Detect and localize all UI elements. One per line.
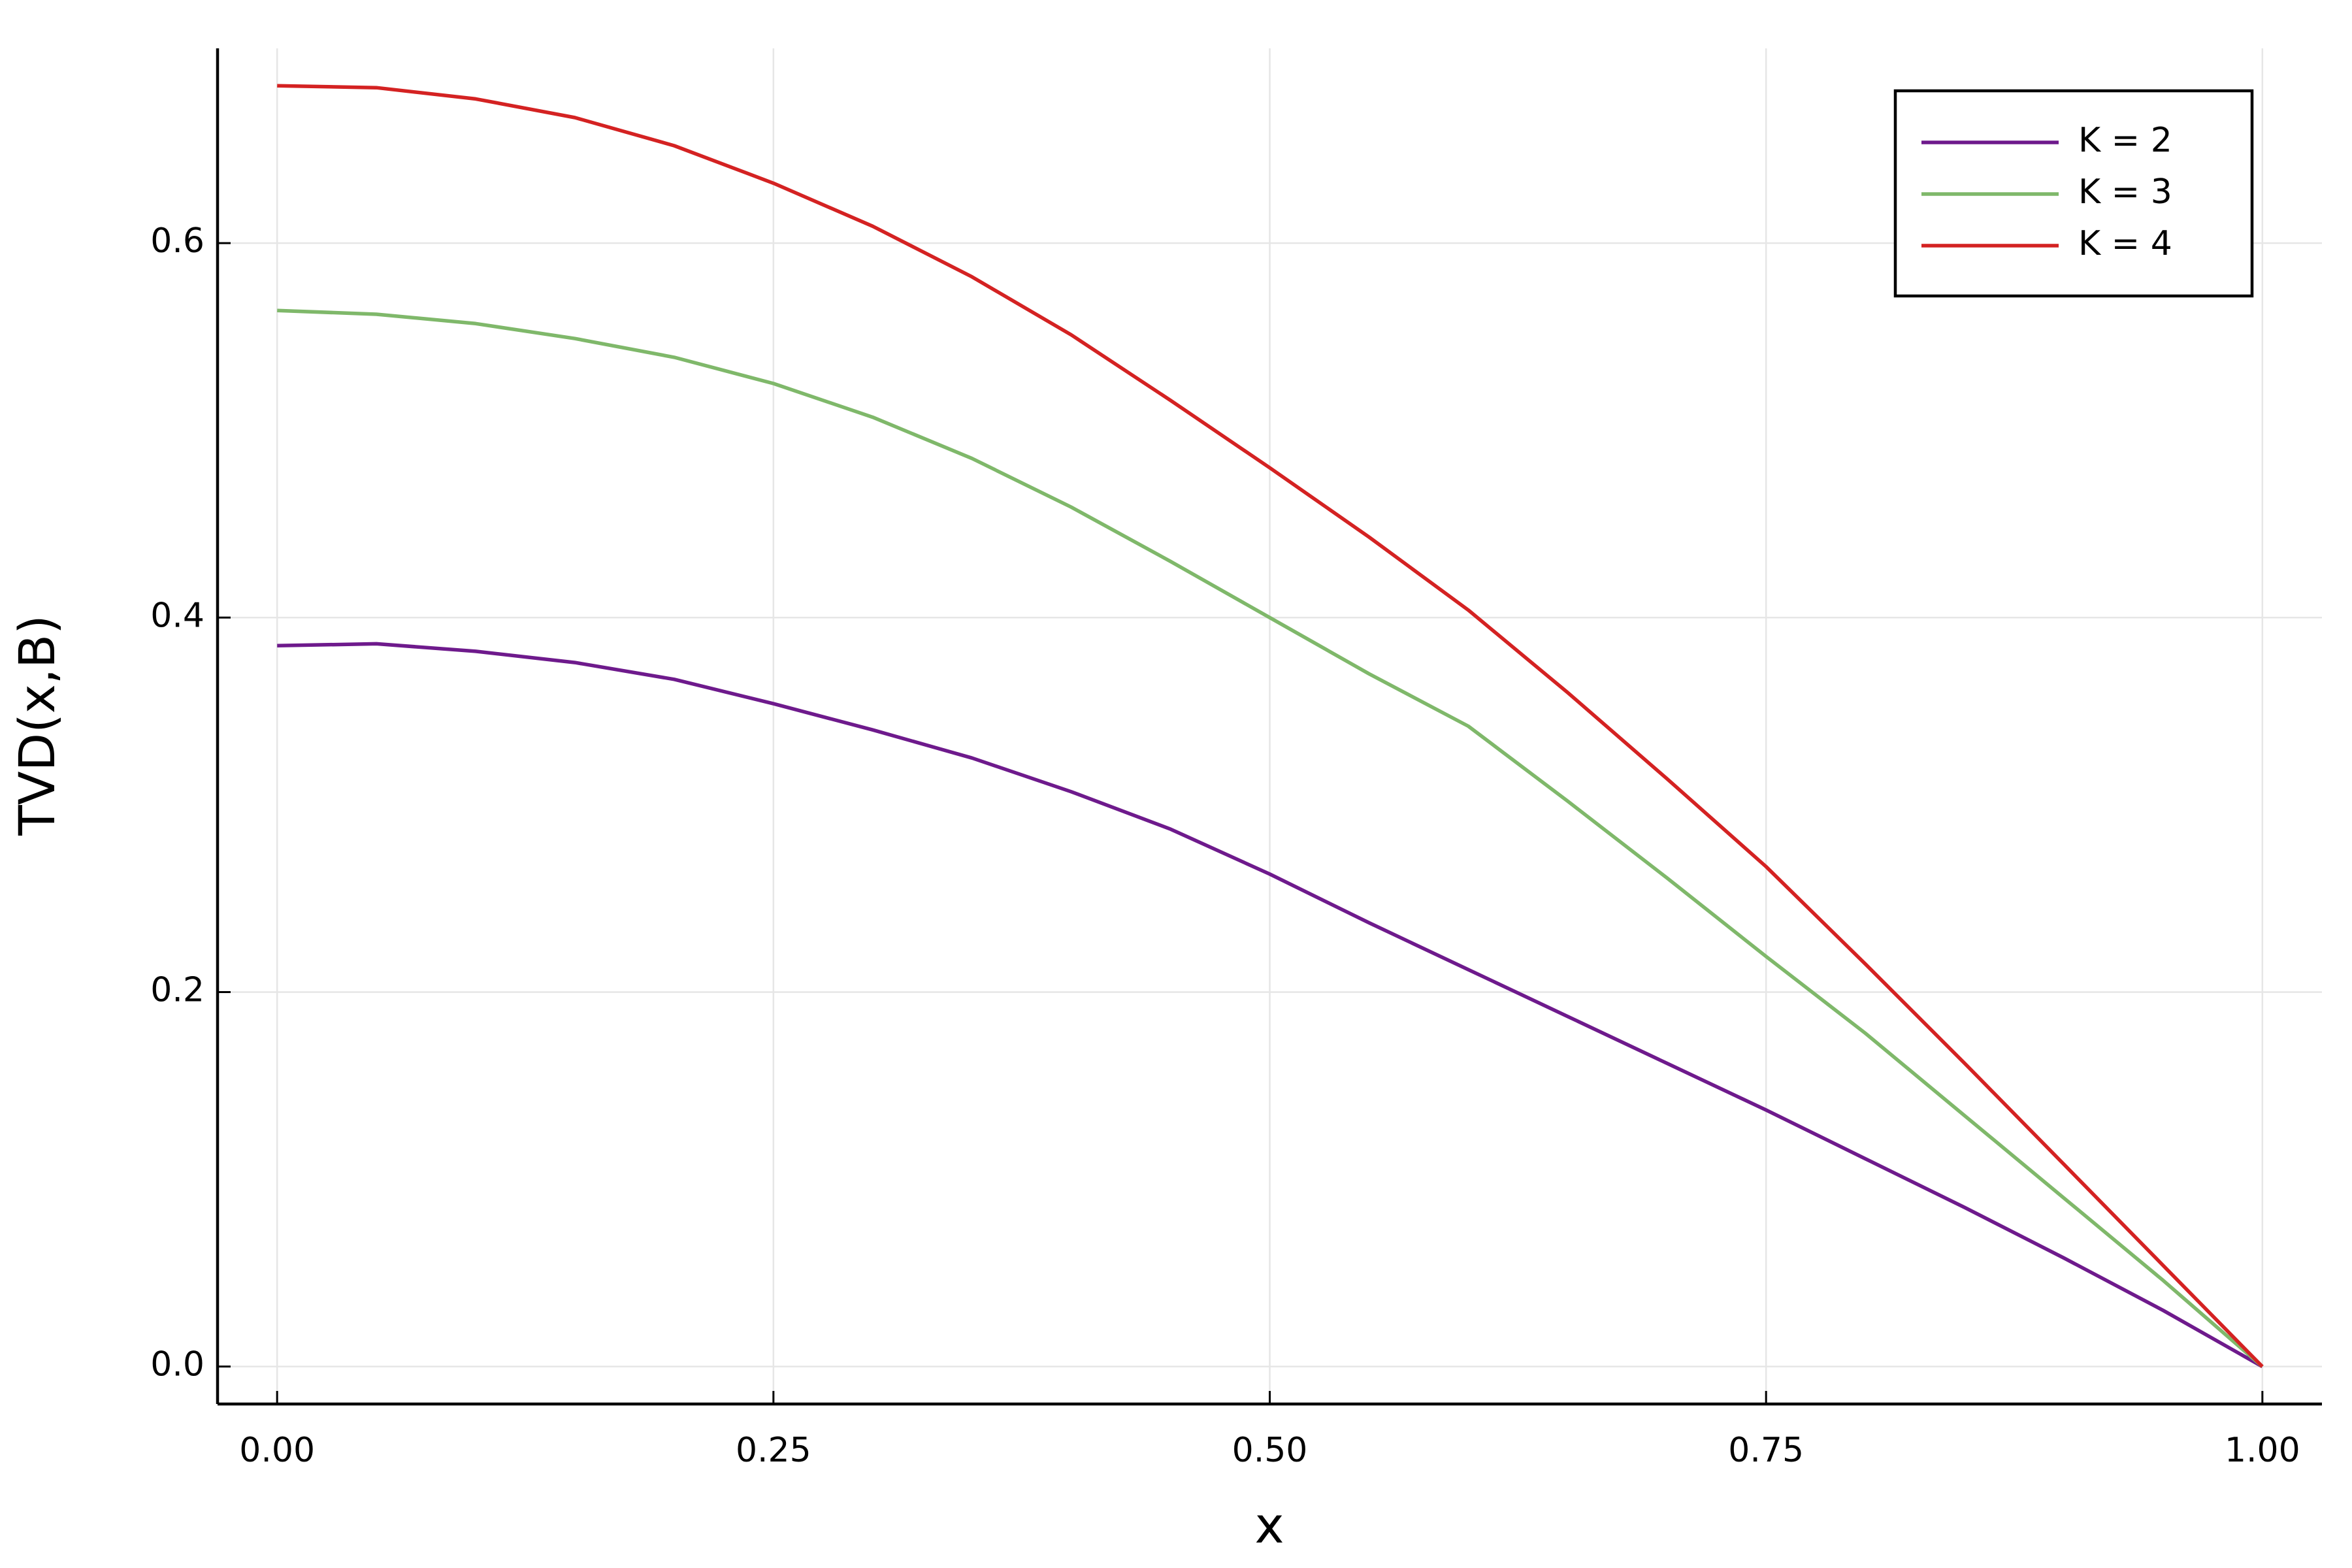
x-tick-label: 0.25	[736, 1431, 811, 1470]
x-tick-label: 0.00	[239, 1431, 315, 1470]
legend-label: K = 2	[2078, 121, 2172, 160]
y-tick-label: 0.0	[150, 1345, 204, 1384]
line	[277, 642, 2264, 1369]
x-tick-label: 1.00	[2225, 1431, 2300, 1470]
x-tick-label: 0.50	[1232, 1431, 1308, 1470]
x-axis-label: x	[1255, 1496, 1284, 1554]
legend-label: K = 4	[2078, 224, 2172, 263]
x-tick-label: 0.75	[1728, 1431, 1804, 1470]
y-axis-label: TVD(x,B)	[8, 615, 66, 836]
y-tick-label: 0.2	[150, 970, 204, 1009]
y-tick-label: 0.6	[150, 221, 204, 261]
y-tick-label: 0.4	[150, 596, 204, 635]
legend-label: K = 3	[2078, 172, 2172, 212]
line	[277, 308, 2264, 1368]
line	[277, 84, 2264, 1368]
